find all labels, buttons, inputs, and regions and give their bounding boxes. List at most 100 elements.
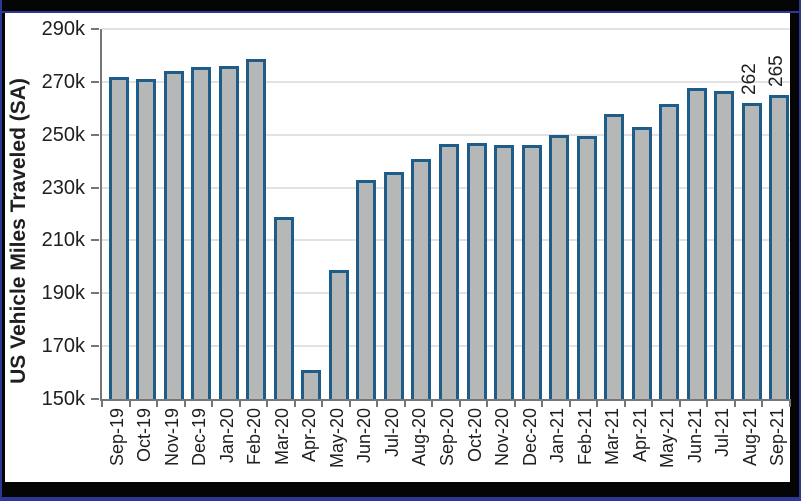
bar <box>714 91 735 399</box>
bar-value-label: 265 <box>766 55 788 88</box>
x-tick-label: May-20 <box>326 408 347 469</box>
x-tick-label: Mar-21 <box>602 408 623 466</box>
x-axis-tick <box>568 399 571 407</box>
x-axis-tick <box>678 399 681 407</box>
x-tick-label: Nov-19 <box>161 408 182 467</box>
x-axis-tick <box>293 399 296 407</box>
x-tick-label: May-21 <box>657 408 678 469</box>
y-axis-tick <box>91 133 99 136</box>
x-tick-label: Jul-20 <box>381 408 402 458</box>
x-tick-label: Aug-21 <box>739 408 760 467</box>
x-tick-label: Dec-20 <box>519 408 540 467</box>
bar <box>163 71 184 399</box>
x-tick-label: Oct-19 <box>134 408 155 463</box>
y-tick-label: 170k <box>41 335 85 358</box>
x-tick-label: Jan-21 <box>547 408 568 464</box>
bar <box>136 79 157 399</box>
x-axis-tick <box>706 399 709 407</box>
bar <box>191 67 212 399</box>
x-axis-tick <box>321 399 324 407</box>
x-tick-label: Mar-20 <box>271 408 292 466</box>
bar <box>494 145 515 399</box>
y-tick-label: 190k <box>41 282 85 305</box>
x-tick-label: Nov-20 <box>492 408 513 467</box>
x-tick-label: Aug-20 <box>409 408 430 467</box>
y-axis-tick <box>91 186 99 189</box>
y-axis-tick <box>91 239 99 242</box>
chart-canvas: US Vehicle Miles Traveled (SA) 150k 170k 1… <box>5 13 791 482</box>
bar <box>246 59 267 399</box>
x-axis-tick <box>101 399 103 407</box>
x-tick-label: Jan-20 <box>216 408 237 464</box>
x-axis-tick <box>513 399 516 407</box>
x-tick-label: Dec-19 <box>189 408 210 467</box>
x-axis-tick <box>733 399 736 407</box>
x-axis-tick <box>596 399 599 407</box>
bar <box>411 158 432 399</box>
bar <box>769 95 790 399</box>
x-axis-tick <box>761 399 764 407</box>
x-axis-tick <box>156 399 159 407</box>
x-axis-tick <box>238 399 241 407</box>
bar <box>576 136 597 399</box>
bar-value-label: 262 <box>738 63 760 95</box>
bar <box>328 269 349 399</box>
y-tick-label: 290k <box>41 18 85 40</box>
y-axis-tick <box>91 345 99 348</box>
x-axis-tick <box>623 399 626 407</box>
y-tick-label: 150k <box>41 388 85 410</box>
x-axis-tick <box>541 399 544 407</box>
x-axis-tick <box>431 399 434 407</box>
bar <box>439 143 459 399</box>
bar <box>549 134 570 399</box>
y-tick-label: 230k <box>41 176 85 199</box>
y-axis-tick <box>91 28 99 30</box>
frame-accent-line <box>2 11 799 13</box>
x-axis-tick <box>376 399 379 407</box>
x-tick-label: Feb-21 <box>574 408 595 466</box>
x-axis-tick <box>486 399 489 407</box>
bar <box>301 369 322 399</box>
x-axis-tick <box>651 399 654 407</box>
x-axis-tick <box>348 399 351 407</box>
y-axis-tick <box>91 80 99 83</box>
x-axis-tick <box>458 399 461 407</box>
x-axis-tick <box>403 399 406 407</box>
x-tick-label: Sep-20 <box>437 408 457 467</box>
bar <box>273 216 294 399</box>
x-axis-tick <box>211 399 214 407</box>
x-tick-label: Sep-21 <box>767 408 788 467</box>
bar <box>466 142 487 399</box>
x-tick-label: Sep-19 <box>106 408 127 467</box>
y-tick-label: 270k <box>41 70 85 93</box>
bar <box>356 179 377 399</box>
bar <box>521 145 542 399</box>
bar <box>631 126 652 399</box>
plot-area <box>91 28 791 407</box>
bar <box>741 103 762 399</box>
x-tick-label: Jun-20 <box>354 408 375 464</box>
y-axis-tick <box>91 292 99 295</box>
x-axis-tick <box>266 399 269 407</box>
y-tick-label: 250k <box>41 123 85 146</box>
x-tick-label: Feb-20 <box>244 408 265 466</box>
x-tick-label: Apr-21 <box>629 408 650 463</box>
x-tick-label: Jul-21 <box>712 408 733 458</box>
x-axis-tick <box>789 399 791 407</box>
y-tick-label: 210k <box>41 229 85 252</box>
bar <box>686 88 707 399</box>
bar <box>108 76 129 399</box>
gridline <box>102 28 790 30</box>
bar <box>383 171 404 399</box>
x-tick-label: Apr-20 <box>299 408 320 463</box>
x-tick-label: Jun-21 <box>684 408 705 464</box>
x-tick-label: Oct-20 <box>464 408 485 463</box>
x-axis-tick <box>128 399 131 407</box>
bar <box>218 66 239 399</box>
bar <box>604 113 625 399</box>
gridline <box>102 80 790 83</box>
x-axis-tick <box>183 399 186 407</box>
y-axis-tick <box>91 398 99 400</box>
gridline <box>102 133 790 136</box>
